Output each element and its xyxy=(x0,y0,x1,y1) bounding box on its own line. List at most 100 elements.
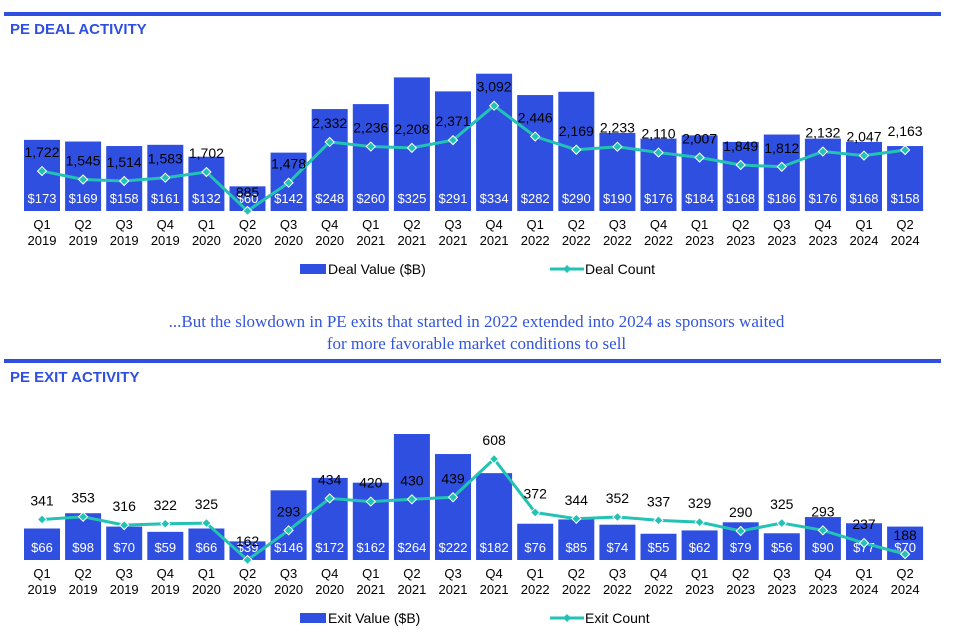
bar-value-label: $169 xyxy=(69,191,98,206)
x-tick-quarter: Q3 xyxy=(116,566,133,581)
count-label: 1,812 xyxy=(764,140,799,156)
x-tick-year: 2023 xyxy=(767,582,796,597)
x-tick-quarter: Q4 xyxy=(650,217,667,232)
count-point xyxy=(324,493,335,504)
bar-value-label: $79 xyxy=(730,540,752,555)
x-tick-quarter: Q1 xyxy=(527,566,544,581)
count-label: 3,092 xyxy=(477,79,512,95)
count-point xyxy=(653,147,664,158)
count-point xyxy=(160,518,171,529)
count-point xyxy=(118,519,130,531)
x-tick-quarter: Q2 xyxy=(239,217,256,232)
x-tick-year: 2020 xyxy=(315,233,344,248)
bar-value-label: $190 xyxy=(603,191,632,206)
bar-value-label: $290 xyxy=(562,191,591,206)
count-label: 293 xyxy=(277,503,301,519)
x-tick-quarter: Q2 xyxy=(74,217,91,232)
x-tick-quarter: Q3 xyxy=(280,217,297,232)
bar-value-label: $186 xyxy=(767,191,796,206)
bar xyxy=(352,482,389,560)
middle-caption-line-1: ...But the slowdown in PE exits that sta… xyxy=(168,312,785,331)
count-point xyxy=(242,554,253,566)
count-label: 2,208 xyxy=(394,121,429,137)
legend-line-marker xyxy=(563,614,571,622)
count-point xyxy=(160,172,171,183)
bar xyxy=(476,73,513,211)
count-point xyxy=(858,537,870,549)
count-label: 372 xyxy=(524,485,548,501)
x-tick-year: 2021 xyxy=(397,233,426,248)
count-point xyxy=(694,152,705,163)
bar xyxy=(804,517,841,560)
x-tick-year: 2020 xyxy=(233,233,262,248)
count-label: 329 xyxy=(688,495,712,511)
count-label: 2,132 xyxy=(805,125,840,141)
x-tick-year: 2019 xyxy=(110,582,139,597)
count-label: 2,236 xyxy=(353,120,388,136)
x-tick-quarter: Q3 xyxy=(444,217,461,232)
bar-value-label: $60 xyxy=(237,191,259,206)
bar xyxy=(476,473,513,560)
exit-top-rule xyxy=(4,359,941,363)
count-label: 2,371 xyxy=(435,113,470,129)
legend-bar-label: Exit Value ($B) xyxy=(328,610,420,626)
x-tick-year: 2022 xyxy=(644,233,673,248)
count-label: 2,163 xyxy=(888,123,923,139)
bar xyxy=(640,533,677,560)
middle-caption-line-2: for more favorable market conditions to … xyxy=(326,334,627,353)
count-point xyxy=(324,136,335,148)
bar-value-label: $56 xyxy=(771,540,793,555)
count-point xyxy=(447,492,459,503)
bar-value-label: $158 xyxy=(110,191,139,206)
x-tick-quarter: Q4 xyxy=(814,566,831,581)
x-tick-quarter: Q1 xyxy=(362,217,379,232)
bar xyxy=(681,135,718,211)
count-label: 2,332 xyxy=(312,115,347,131)
bar-value-label: $98 xyxy=(72,540,94,555)
count-point xyxy=(735,525,746,537)
x-tick-year: 2019 xyxy=(151,233,180,248)
bar xyxy=(352,104,389,211)
count-point xyxy=(36,514,48,525)
count-label: 1,514 xyxy=(107,154,142,170)
x-tick-quarter: Q3 xyxy=(773,217,790,232)
middle-caption: ...But the slowdown in PE exits that sta… xyxy=(0,311,953,355)
bar-value-label: $39 xyxy=(237,540,259,555)
bar-value-label: $146 xyxy=(274,540,303,555)
x-tick-year: 2019 xyxy=(69,582,98,597)
count-label: 2,007 xyxy=(682,130,717,146)
bar-value-label: $59 xyxy=(154,540,176,555)
bar xyxy=(887,146,924,211)
count-point xyxy=(283,525,294,536)
count-point xyxy=(529,131,541,142)
bar xyxy=(517,95,554,211)
count-point xyxy=(488,100,500,111)
x-tick-year: 2019 xyxy=(28,582,57,597)
count-label: 439 xyxy=(441,470,465,486)
bar xyxy=(24,528,60,560)
count-line xyxy=(41,103,906,213)
bar-value-label: $168 xyxy=(726,191,755,206)
x-tick-quarter: Q1 xyxy=(33,566,50,581)
bar-value-label: $184 xyxy=(685,191,714,206)
exit-section-title: PE EXIT ACTIVITY xyxy=(10,369,140,386)
count-point xyxy=(365,141,377,152)
count-point xyxy=(365,496,377,507)
count-label: 293 xyxy=(811,503,835,519)
x-tick-quarter: Q4 xyxy=(321,566,338,581)
x-tick-year: 2024 xyxy=(850,233,879,248)
count-label: 1,545 xyxy=(66,153,101,169)
x-tick-quarter: Q2 xyxy=(896,217,913,232)
bar xyxy=(435,91,471,211)
count-label: 2,446 xyxy=(518,110,553,126)
x-tick-year: 2019 xyxy=(151,582,180,597)
bar-value-label: $176 xyxy=(808,191,837,206)
x-tick-quarter: Q2 xyxy=(403,217,420,232)
x-tick-year: 2020 xyxy=(274,582,303,597)
bar xyxy=(517,523,554,560)
count-point xyxy=(899,144,911,156)
x-tick-quarter: Q1 xyxy=(527,217,544,232)
x-tick-year: 2019 xyxy=(110,233,139,248)
count-point xyxy=(776,517,788,529)
bar-value-label: $291 xyxy=(439,191,468,206)
